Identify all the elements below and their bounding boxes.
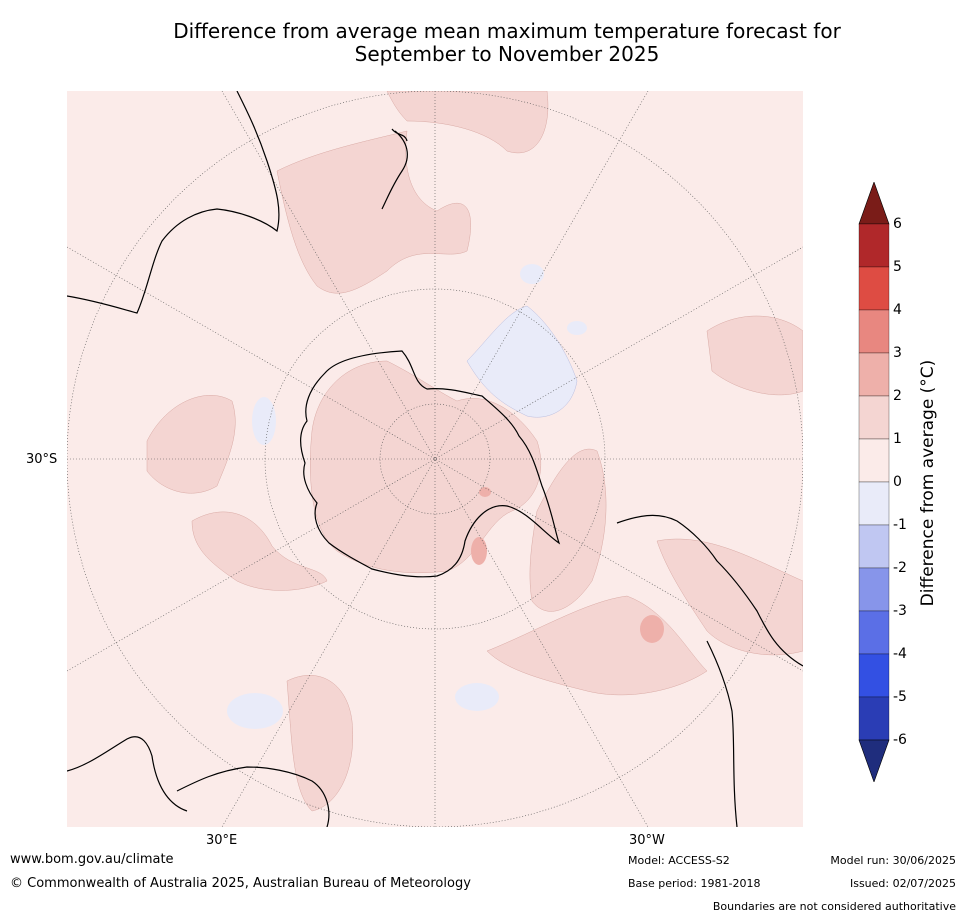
coastlines bbox=[67, 91, 803, 827]
colorbar-swatch-7 bbox=[858, 524, 890, 569]
new-zealand-coastline bbox=[381, 128, 408, 210]
footer-model: Model: ACCESS-S2 bbox=[628, 854, 730, 867]
anomaly-patch-2-3-weddell bbox=[471, 537, 487, 565]
footer-issued: Issued: 02/07/2025 bbox=[849, 877, 956, 890]
colorbar-extend-over bbox=[858, 182, 890, 225]
title-line-2: September to November 2025 bbox=[354, 42, 660, 66]
antarctica-coastline bbox=[300, 350, 561, 578]
colorbar-tick-label: 0 bbox=[893, 474, 902, 490]
anomaly-region-ross-sea bbox=[466, 305, 578, 418]
south-america-coastline bbox=[616, 514, 803, 827]
colorbar-swatch-11 bbox=[858, 696, 890, 741]
lat-label-30s: 30°S bbox=[26, 452, 58, 467]
anomaly-region-antarctica bbox=[310, 360, 541, 574]
colorbar-extend-under bbox=[858, 739, 890, 782]
colorbar-tick-label: 1 bbox=[893, 431, 902, 447]
anomaly-region-cool-indian bbox=[252, 397, 276, 445]
africa-coastline bbox=[67, 736, 330, 827]
colorbar-swatch-3 bbox=[858, 352, 890, 397]
anomaly-region-ross-sea-north bbox=[386, 91, 549, 154]
colorbar-label: Difference from average (°C) bbox=[918, 359, 938, 607]
anomaly-region-south-america-east bbox=[656, 538, 803, 656]
colorbar-tick-label: -5 bbox=[893, 689, 907, 705]
colorbar-swatch-9 bbox=[858, 610, 890, 655]
footer-disclaimer: Boundaries are not considered authoritat… bbox=[712, 900, 956, 913]
colorbar-tick-label: -6 bbox=[893, 732, 907, 748]
anomaly-region-cool-atlantic bbox=[455, 683, 499, 711]
graticule bbox=[67, 91, 803, 827]
anomaly-region-drake bbox=[529, 448, 607, 612]
footer-model-run: Model run: 30/06/2025 bbox=[830, 854, 956, 867]
colorbar-tick-label: 4 bbox=[893, 302, 902, 318]
anomaly-region-south-pacific bbox=[276, 130, 471, 294]
colorbar-swatch-10 bbox=[858, 653, 890, 698]
colorbar-swatch-4 bbox=[858, 395, 890, 440]
colorbar-swatch-5 bbox=[858, 438, 890, 483]
colorbar-tick-label: 6 bbox=[893, 216, 902, 232]
footer-copyright: © Commonwealth of Australia 2025, Austra… bbox=[10, 876, 471, 891]
anomaly-region-south-indian bbox=[191, 511, 328, 591]
australia-coastline bbox=[67, 91, 280, 314]
anomaly-region-cool-pacific bbox=[520, 264, 544, 284]
colorbar-tick-label: -2 bbox=[893, 560, 907, 576]
temperature-anomaly-map bbox=[67, 91, 803, 827]
anomaly-region-southeast-pacific bbox=[706, 315, 803, 396]
colorbar-swatch-1 bbox=[858, 266, 890, 311]
anomaly-region-cool-south-indian bbox=[227, 693, 283, 729]
colorbar-swatch-6 bbox=[858, 481, 890, 526]
colorbar bbox=[858, 182, 890, 782]
anomaly-patch-2-3-atlantic bbox=[640, 615, 664, 643]
anomaly-patch-2-3-peninsula bbox=[479, 487, 491, 497]
colorbar-tick-label: -3 bbox=[893, 603, 907, 619]
colorbar-tick-label: 5 bbox=[893, 259, 902, 275]
colorbar-tick-label: -4 bbox=[893, 646, 907, 662]
anomaly-region-indian-ocean bbox=[146, 395, 236, 494]
colorbar-tick-label: -1 bbox=[893, 517, 907, 533]
colorbar-tick-label: 3 bbox=[893, 345, 902, 361]
lon-label-30w: 30°W bbox=[629, 833, 665, 848]
colorbar-swatch-8 bbox=[858, 567, 890, 612]
colorbar-swatch-2 bbox=[858, 309, 890, 354]
colorbar-tick-label: 2 bbox=[893, 388, 902, 404]
footer-url: www.bom.gov.au/climate bbox=[10, 852, 174, 867]
colorbar-swatch-0 bbox=[858, 223, 890, 268]
anomaly-region-cool-pacific-small bbox=[567, 321, 587, 335]
lon-label-30e: 30°E bbox=[206, 833, 238, 848]
title-line-1: Difference from average mean maximum tem… bbox=[173, 19, 841, 43]
map-title: Difference from average mean maximum tem… bbox=[0, 20, 965, 66]
footer-base-period: Base period: 1981-2018 bbox=[628, 877, 761, 890]
